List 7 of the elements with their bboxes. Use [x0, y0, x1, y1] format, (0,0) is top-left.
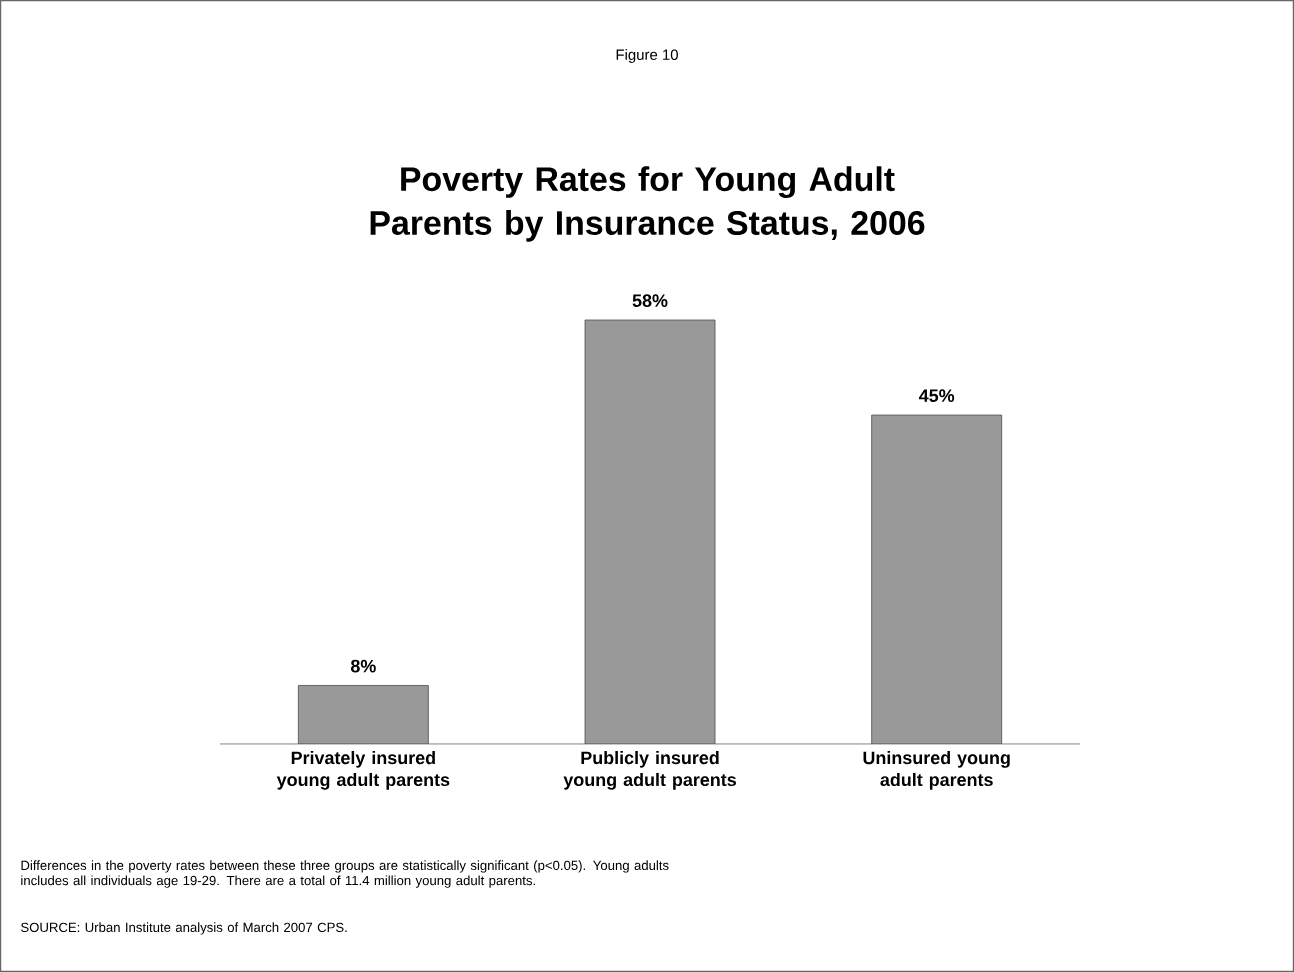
x-tick-label: Publicly insured young adult parents: [563, 751, 736, 790]
x-tick-label: Uninsured young adult parents: [863, 751, 1010, 790]
data-label: 58%: [632, 294, 668, 307]
data-label: 45%: [919, 389, 955, 403]
x-tick-label: Privately insured young adult parents: [276, 751, 450, 790]
chart-title: Poverty Rates for Young Adult Parents by Insurance Status, 2006: [370, 166, 925, 242]
data-label: 8%: [350, 659, 376, 673]
